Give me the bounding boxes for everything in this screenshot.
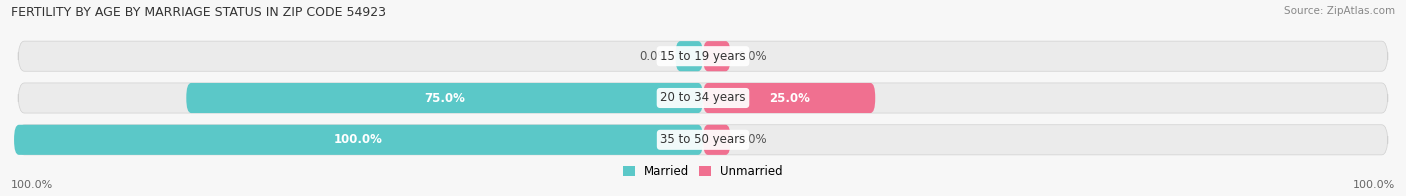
Text: 100.0%: 100.0% <box>11 180 53 190</box>
Legend: Married, Unmarried: Married, Unmarried <box>619 160 787 182</box>
FancyBboxPatch shape <box>18 125 1388 155</box>
FancyBboxPatch shape <box>18 83 1388 113</box>
FancyBboxPatch shape <box>703 41 731 71</box>
FancyBboxPatch shape <box>703 83 876 113</box>
Text: 100.0%: 100.0% <box>1353 180 1395 190</box>
Text: 75.0%: 75.0% <box>425 92 465 104</box>
FancyBboxPatch shape <box>675 41 703 71</box>
Text: 0.0%: 0.0% <box>638 50 669 63</box>
FancyBboxPatch shape <box>18 41 1388 71</box>
Text: 25.0%: 25.0% <box>769 92 810 104</box>
FancyBboxPatch shape <box>703 125 731 155</box>
Text: 20 to 34 years: 20 to 34 years <box>661 92 745 104</box>
FancyBboxPatch shape <box>14 125 703 155</box>
Text: 100.0%: 100.0% <box>335 133 382 146</box>
Text: FERTILITY BY AGE BY MARRIAGE STATUS IN ZIP CODE 54923: FERTILITY BY AGE BY MARRIAGE STATUS IN Z… <box>11 6 387 19</box>
Text: 0.0%: 0.0% <box>738 133 768 146</box>
Text: Source: ZipAtlas.com: Source: ZipAtlas.com <box>1284 6 1395 16</box>
Text: 35 to 50 years: 35 to 50 years <box>661 133 745 146</box>
Text: 0.0%: 0.0% <box>738 50 768 63</box>
FancyBboxPatch shape <box>186 83 703 113</box>
Text: 15 to 19 years: 15 to 19 years <box>661 50 745 63</box>
